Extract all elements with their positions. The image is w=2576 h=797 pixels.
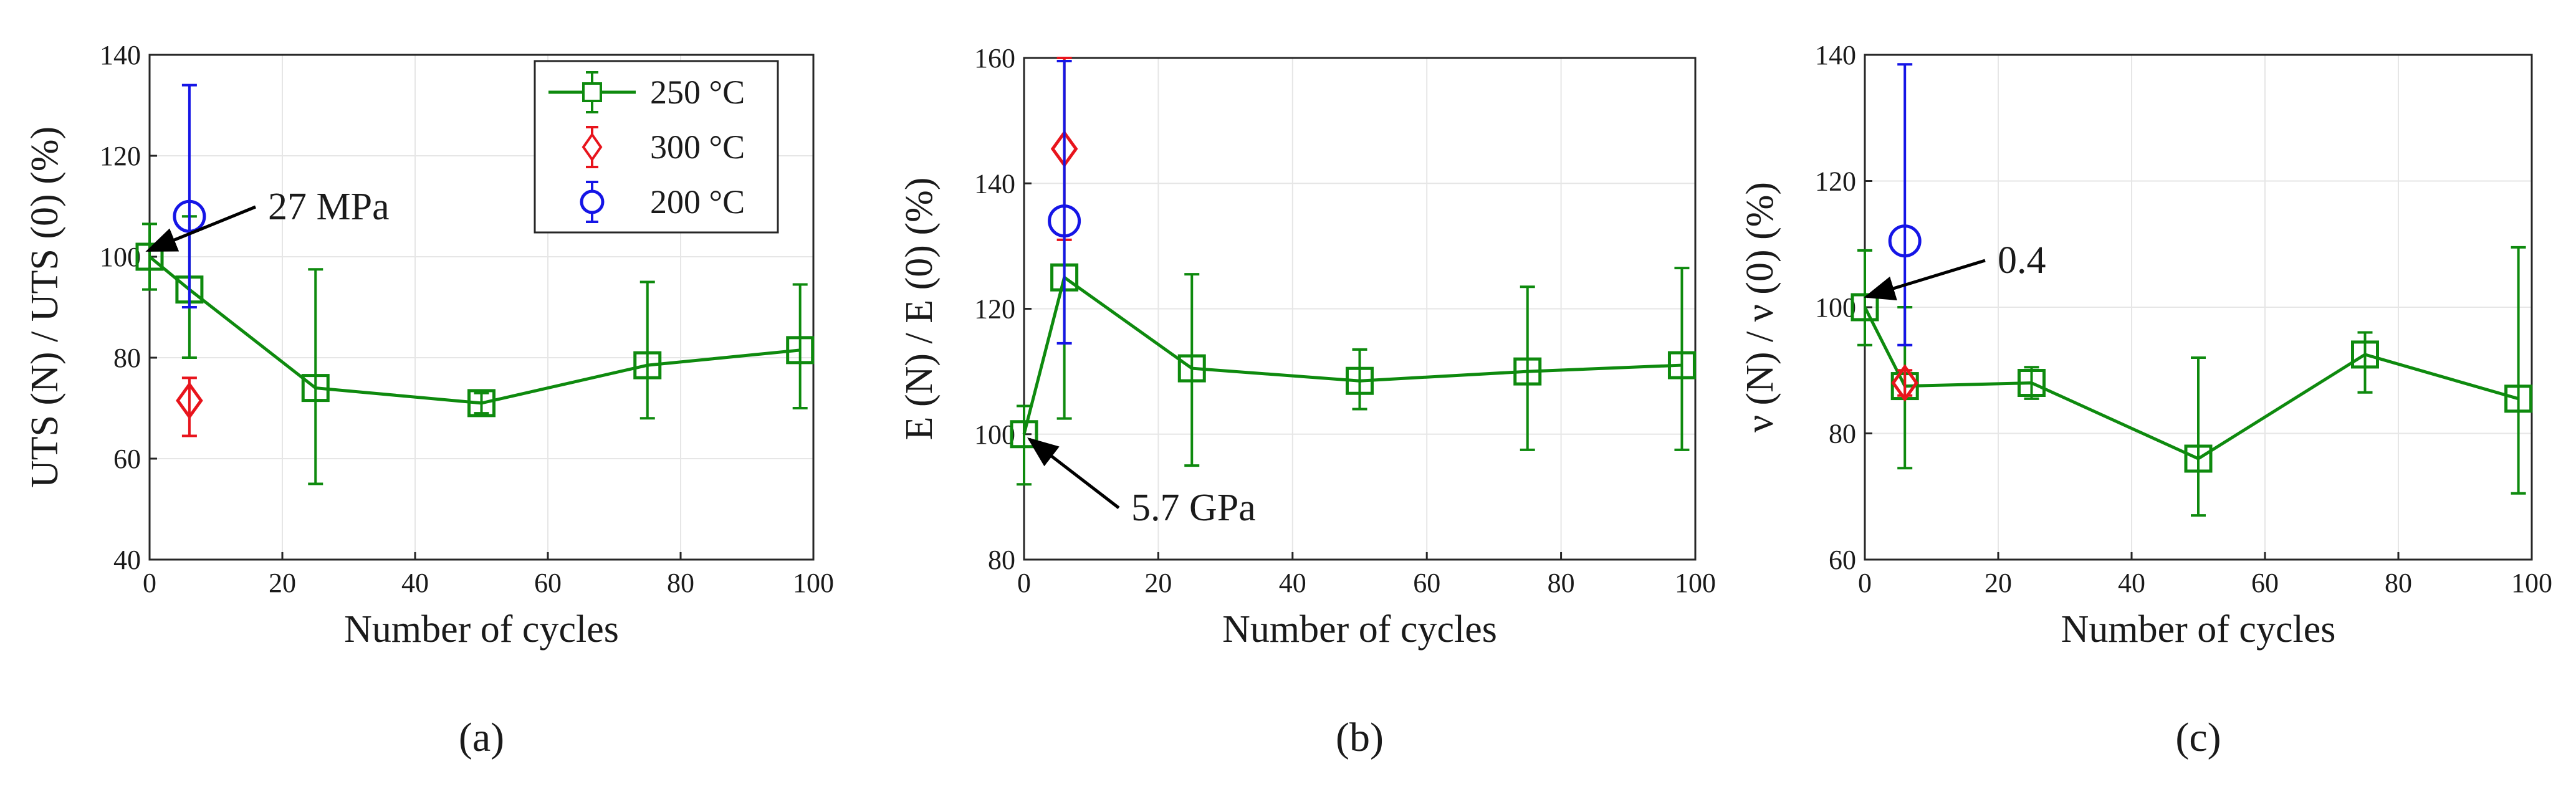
- chart-panel-b: 0 20 40 60 80 100 80 100 120 140 160 Number of cycl…: [898, 43, 1716, 760]
- series-300C: [1891, 364, 1919, 402]
- x-tick-label: 100: [793, 568, 834, 598]
- x-tick-label: 40: [1279, 568, 1306, 598]
- y-tick-label: 120: [1815, 166, 1856, 197]
- data-point-square: [2184, 444, 2213, 473]
- y-tick-label: 120: [100, 141, 141, 171]
- y-tick-label: 140: [974, 168, 1015, 199]
- x-tick-label: 60: [534, 568, 562, 598]
- panel-label: (a): [459, 715, 504, 760]
- x-tick-label: 60: [2251, 568, 2279, 598]
- y-tick-label: 100: [100, 242, 141, 272]
- data-point-diamond: [176, 381, 203, 420]
- chart-panel-c: 0 20 40 60 80 100 60 80 100 120 140 Number of cycle…: [1739, 40, 2552, 760]
- data-point-square: [786, 336, 815, 365]
- x-tick-label: 80: [667, 568, 694, 598]
- x-axis-label: Number of cycles: [2061, 608, 2336, 651]
- data-point-square: [467, 389, 496, 418]
- data-point-square: [1513, 357, 1542, 386]
- annotation-arrow: [1864, 259, 1986, 300]
- axes-box: [148, 54, 815, 561]
- y-axis-label: UTS (N) / UTS (0) (%): [24, 126, 66, 488]
- legend-item: 200 °C: [580, 181, 745, 223]
- y-tick-label: 60: [1829, 545, 1856, 575]
- y-tick-label: 80: [988, 545, 1015, 575]
- data-point-square: [301, 374, 330, 403]
- y-tick-label: 40: [113, 545, 141, 575]
- y-tick-label: 80: [113, 343, 141, 373]
- series-200C: [1048, 60, 1081, 345]
- x-tick-label: 80: [1548, 568, 1575, 598]
- series-200C: [1888, 63, 1922, 346]
- annotation-text: 0.4: [1998, 239, 2046, 282]
- series-250C: [1851, 246, 2533, 517]
- panel-label: (b): [1336, 715, 1384, 760]
- legend-label: 200 °C: [650, 183, 745, 221]
- legend-label: 300 °C: [650, 128, 745, 166]
- series-line: [1022, 275, 1682, 435]
- y-tick-label: 120: [974, 294, 1015, 325]
- legend-box: [534, 60, 779, 234]
- y-axis-label: ν (N) / ν (0) (%): [1739, 182, 1781, 432]
- x-tick-label: 100: [2511, 568, 2552, 598]
- data-point-diamond: [1891, 364, 1919, 402]
- data-point-square: [2351, 340, 2379, 369]
- series-line: [148, 255, 800, 405]
- annotation-text: 5.7 GPa: [1131, 487, 1256, 529]
- data-point-circle: [1888, 224, 1922, 258]
- legend-diamond-marker: [582, 132, 603, 162]
- legend-square-marker: [582, 82, 602, 102]
- series-200C: [173, 84, 206, 308]
- x-tick-label: 0: [1858, 568, 1872, 598]
- x-tick-label: 0: [143, 568, 156, 598]
- x-tick-label: 20: [269, 568, 296, 598]
- data-point-square: [1667, 351, 1696, 379]
- legend-item: 250 °C: [548, 71, 745, 113]
- y-tick-label: 160: [974, 43, 1015, 74]
- data-point-circle: [1048, 204, 1081, 238]
- y-axis-label: E (N) / E (0) (%): [898, 178, 941, 441]
- y-tick-label: 100: [1815, 292, 1856, 323]
- x-tick-label: 0: [1017, 568, 1031, 598]
- x-axis-label: Number of cycles: [344, 608, 619, 651]
- legend-circle-marker: [580, 189, 605, 214]
- y-tick-label: 80: [1829, 419, 1856, 449]
- x-tick-label: 20: [1985, 568, 2012, 598]
- data-point-square: [2504, 384, 2533, 413]
- x-tick-label: 60: [1413, 568, 1440, 598]
- y-tick-label: 140: [100, 40, 141, 70]
- series-300C: [176, 376, 203, 437]
- annotation-arrow: [145, 205, 256, 252]
- x-tick-label: 80: [2385, 568, 2412, 598]
- y-tick-label: 140: [1815, 40, 1856, 70]
- x-axis-label: Number of cycles: [1222, 608, 1497, 651]
- data-point-circle: [173, 199, 206, 233]
- y-tick-label: 100: [974, 419, 1015, 450]
- panel-label: (c): [2175, 715, 2221, 760]
- x-tick-label: 40: [2118, 568, 2145, 598]
- x-tick-label: 40: [401, 568, 429, 598]
- legend: 250 °C 300 °C 200 °C: [534, 60, 779, 234]
- data-point-square: [1010, 420, 1038, 449]
- annotation-arrow: [1027, 437, 1120, 509]
- x-tick-label: 20: [1144, 568, 1172, 598]
- legend-item: 300 °C: [582, 126, 745, 168]
- data-point-square: [633, 351, 662, 379]
- y-tick-label: 60: [113, 444, 141, 474]
- x-tick-label: 100: [1675, 568, 1716, 598]
- data-point-square: [1346, 366, 1374, 395]
- data-point-square: [1177, 354, 1206, 383]
- legend-label: 250 °C: [650, 74, 745, 111]
- data-point-square: [2018, 369, 2046, 397]
- annotation-text: 27 MPa: [268, 186, 390, 228]
